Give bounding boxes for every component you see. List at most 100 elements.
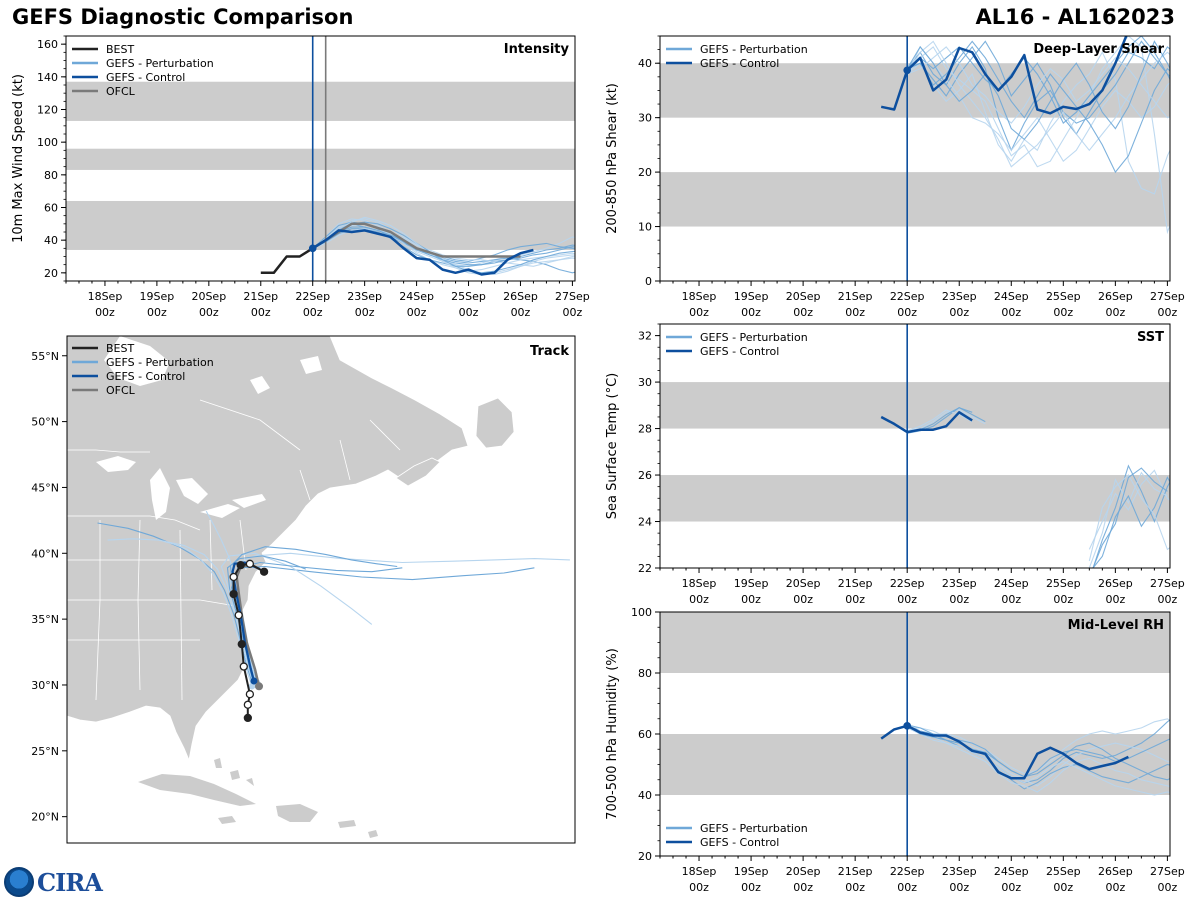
- sst-xtick-day-label: 27Sep: [1150, 577, 1185, 590]
- sst-xtick-hour-label: 00z: [1158, 593, 1178, 606]
- track-lat-axis: 20°N 25°N 30°N 35°N 40°N 45°N 50°N 55°N: [31, 350, 67, 824]
- shear-member-line-0-6: [906, 40, 1170, 168]
- best-track-point: [229, 589, 238, 599]
- hispaniola-island: [276, 804, 318, 822]
- sst-xtick-hour-label: 00z: [1001, 593, 1021, 606]
- intensity-ytick-label: 100: [37, 136, 58, 149]
- rh-xtick-day-label: 18Sep: [682, 865, 717, 878]
- lat-tick-label: 25°N: [31, 745, 59, 758]
- shear-xtick-hour-label: 00z: [1158, 306, 1178, 319]
- best-track-point: [243, 700, 252, 709]
- sst-xtick-day-label: 19Sep: [734, 577, 769, 590]
- noaa-logo-icon: [4, 867, 34, 897]
- figure-title: GEFS Diagnostic Comparison: [12, 5, 354, 29]
- intensity-xtick-hour-label: 00z: [459, 306, 479, 319]
- member-track-4: [107, 538, 255, 684]
- shear-plot-area: [660, 36, 1170, 281]
- intensity-ytick-label: 60: [44, 202, 58, 215]
- sst-legend-label: GEFS - Control: [700, 345, 779, 358]
- rh-xtick-day-label: 20Sep: [786, 865, 821, 878]
- rh-member-line-0-6: [907, 727, 1170, 796]
- great-lakes: [96, 456, 266, 520]
- sst-title: SST: [1137, 330, 1164, 345]
- shear-xtick-day-label: 22Sep: [890, 290, 925, 303]
- shear-panel: 18Sep 00z 19Sep 00z 20Sep 00z 21Sep 00z 22Sep 00z…: [605, 35, 1185, 319]
- shear-xtick-hour-label: 00z: [1105, 306, 1125, 319]
- intensity-xtick-hour-label: 00z: [303, 306, 323, 319]
- lat-tick-label: 20°N: [31, 811, 59, 824]
- shear-xtick-hour-label: 00z: [1053, 306, 1073, 319]
- cira-logo: CIRA: [4, 866, 103, 898]
- intensity-panel: 18Sep 00z 19Sep 00z 20Sep 00z 21Sep 00z 22Sep 00z…: [11, 35, 590, 319]
- rh-xtick-hour-label: 00z: [793, 881, 813, 894]
- sst-member-line-1-1: [1092, 464, 1170, 568]
- sst-xtick-hour-label: 00z: [793, 593, 813, 606]
- nova-scotia: [395, 457, 441, 487]
- control-track-start: [250, 677, 258, 685]
- best-track-point: [229, 572, 238, 582]
- rh-xtick-day-label: 19Sep: [734, 865, 769, 878]
- shear-xtick-day-label: 18Sep: [682, 290, 717, 303]
- intensity-xtick-day-label: 20Sep: [191, 290, 226, 303]
- intensity-xtick-day-label: 19Sep: [140, 290, 175, 303]
- puerto-rico-island: [338, 820, 356, 828]
- track-lines: [97, 510, 570, 723]
- sst-panel: 18Sep 00z 19Sep 00z 20Sep 00z 21Sep 00z 22Sep 00z…: [605, 323, 1185, 606]
- rh-ytick-label: 80: [638, 667, 652, 680]
- shear-ytick-label: 20: [638, 166, 652, 179]
- sst-xtick-day-label: 24Sep: [994, 577, 1029, 590]
- sst-xtick-day-label: 26Sep: [1098, 577, 1133, 590]
- intensity-xtick-hour-label: 00z: [147, 306, 167, 319]
- cira-wordmark: CIRA: [37, 867, 103, 897]
- intensity-xtick-hour-label: 00z: [95, 306, 115, 319]
- sst-series-gefs-control: [880, 411, 973, 434]
- intensity-xtick-day-label: 18Sep: [88, 290, 123, 303]
- intensity-member-line-0-9: [312, 226, 575, 266]
- sst-member-line-1-2: [1088, 471, 1168, 568]
- rh-xtick-hour-label: 00z: [1105, 881, 1125, 894]
- shear-xtick-day-label: 27Sep: [1150, 290, 1185, 303]
- rh-xtick-day-label: 22Sep: [890, 865, 925, 878]
- intensity-xtick-hour-label: 00z: [199, 306, 219, 319]
- track-legend-label: BEST: [106, 342, 134, 355]
- shear-legend-label: GEFS - Control: [700, 57, 779, 70]
- rh-xtick-hour-label: 00z: [741, 881, 761, 894]
- shear-xtick-day-label: 23Sep: [942, 290, 977, 303]
- rh-ytick-label: 40: [638, 789, 652, 802]
- shear-ytick-label: 0: [645, 275, 652, 288]
- ofcl-track-start: [255, 682, 264, 691]
- intensity-ylabel: 10m Max Wind Speed (kt): [11, 74, 26, 243]
- sst-frame: [659, 323, 1171, 569]
- newfoundland-island: [475, 397, 515, 449]
- sst-ytick-label: 32: [638, 330, 652, 343]
- track-title: Track: [530, 344, 569, 359]
- shear-xtick-day-label: 26Sep: [1098, 290, 1133, 303]
- map-frame: [66, 335, 576, 844]
- track-legend-label: GEFS - Control: [106, 370, 185, 383]
- bahamas-islands: [214, 758, 254, 786]
- antilles-islands: [368, 830, 378, 838]
- sst-ytick-label: 28: [638, 423, 652, 436]
- sst-ytick-label: 30: [638, 376, 652, 389]
- rh-xtick-hour-label: 00z: [1001, 881, 1021, 894]
- best-track-point: [245, 690, 255, 699]
- rh-legend-label: GEFS - Control: [700, 836, 779, 849]
- intensity-xtick-hour-label: 00z: [251, 306, 271, 319]
- rh-xtick-hour-label: 00z: [689, 881, 709, 894]
- shear-band-0: [660, 172, 1170, 227]
- shear-series-gefs-control: [880, 36, 1128, 115]
- best-track-point: [259, 567, 269, 576]
- rh-xtick-day-label: 21Sep: [838, 865, 873, 878]
- sst-xtick-day-label: 21Sep: [838, 577, 873, 590]
- intensity-xtick-day-label: 25Sep: [451, 290, 486, 303]
- rh-ylabel: 700-500 hPa Humidity (%): [605, 648, 620, 820]
- intensity-ytick-label: 20: [44, 267, 58, 280]
- rh-xtick-day-label: 25Sep: [1046, 865, 1081, 878]
- shear-xtick-day-label: 20Sep: [786, 290, 821, 303]
- rh-ytick-label: 20: [638, 850, 652, 863]
- rh-xtick-hour-label: 00z: [949, 881, 969, 894]
- map-land: [67, 336, 515, 838]
- rh-legend-label: GEFS - Perturbation: [700, 822, 808, 835]
- intensity-title: Intensity: [504, 42, 570, 57]
- sst-ytick-label: 26: [638, 469, 652, 482]
